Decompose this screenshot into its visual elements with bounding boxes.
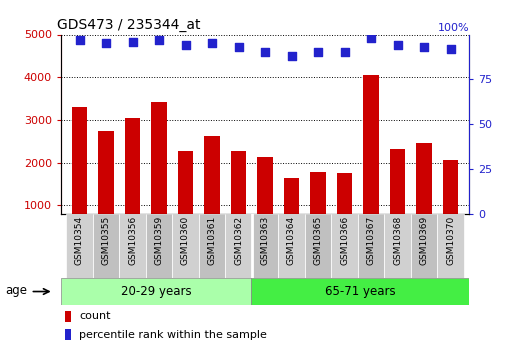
Bar — [358, 214, 384, 278]
Point — [261, 50, 269, 55]
Text: 100%: 100% — [437, 23, 469, 33]
Text: 20-29 years: 20-29 years — [121, 285, 191, 298]
Bar — [66, 214, 93, 278]
Text: GSM10361: GSM10361 — [208, 216, 216, 265]
Bar — [178, 151, 193, 248]
Bar — [310, 172, 326, 248]
Text: GSM10367: GSM10367 — [367, 216, 375, 265]
Bar — [125, 118, 140, 248]
Point — [287, 53, 296, 59]
Text: GSM10362: GSM10362 — [234, 216, 243, 265]
Point — [181, 42, 190, 48]
Point — [208, 41, 216, 46]
Text: 65-71 years: 65-71 years — [325, 285, 395, 298]
Point — [155, 37, 163, 43]
Bar — [252, 214, 278, 278]
Text: GSM10355: GSM10355 — [102, 216, 110, 265]
Point — [234, 44, 243, 50]
Bar — [172, 214, 199, 278]
Bar — [390, 149, 405, 248]
Bar — [337, 173, 352, 248]
Bar — [411, 214, 437, 278]
Text: GSM10363: GSM10363 — [261, 216, 269, 265]
Bar — [231, 151, 246, 248]
Bar — [257, 157, 273, 248]
Point — [367, 35, 375, 41]
Bar — [61, 278, 251, 305]
Bar — [363, 75, 379, 248]
Text: percentile rank within the sample: percentile rank within the sample — [80, 330, 267, 340]
Text: GSM10360: GSM10360 — [181, 216, 190, 265]
Point — [393, 42, 402, 48]
Bar — [278, 214, 305, 278]
Bar — [331, 214, 358, 278]
Point — [314, 50, 322, 55]
Bar — [98, 131, 114, 248]
Bar — [65, 311, 71, 322]
Bar — [72, 107, 87, 248]
Bar — [284, 178, 299, 248]
Point — [446, 46, 455, 52]
Bar — [443, 160, 458, 248]
Bar — [204, 136, 220, 248]
Point — [75, 37, 84, 43]
Bar — [199, 214, 225, 278]
Text: GSM10369: GSM10369 — [420, 216, 428, 265]
Bar — [416, 144, 432, 248]
Point — [102, 41, 110, 46]
Bar — [225, 214, 252, 278]
Text: GSM10359: GSM10359 — [155, 216, 163, 265]
Text: GSM10368: GSM10368 — [393, 216, 402, 265]
Text: GSM10364: GSM10364 — [287, 216, 296, 265]
Text: GDS473 / 235344_at: GDS473 / 235344_at — [57, 18, 200, 32]
Text: GSM10370: GSM10370 — [446, 216, 455, 265]
Text: GSM10366: GSM10366 — [340, 216, 349, 265]
Bar — [146, 214, 172, 278]
Bar — [151, 102, 167, 248]
Bar — [251, 278, 469, 305]
Text: count: count — [80, 312, 111, 322]
Text: GSM10365: GSM10365 — [314, 216, 322, 265]
Point — [420, 44, 428, 50]
Point — [340, 50, 349, 55]
Text: age: age — [5, 284, 27, 297]
Bar — [119, 214, 146, 278]
Bar — [65, 329, 71, 340]
Bar — [384, 214, 411, 278]
Bar — [93, 214, 119, 278]
Text: GSM10354: GSM10354 — [75, 216, 84, 265]
Bar — [305, 214, 331, 278]
Text: GSM10356: GSM10356 — [128, 216, 137, 265]
Point — [128, 39, 137, 45]
Bar — [437, 214, 464, 278]
